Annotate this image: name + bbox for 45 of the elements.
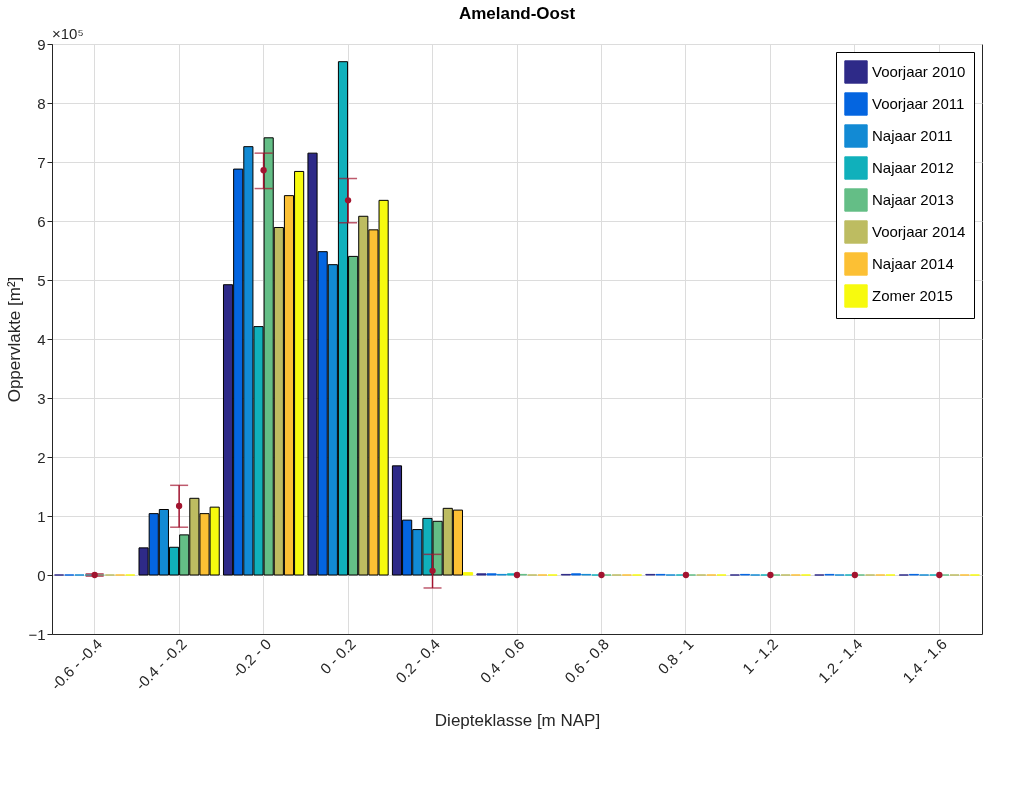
y-tick-label: 2 <box>37 448 46 466</box>
x-tick-label: 1.2 - 1.4 <box>814 635 866 687</box>
y-tick-label: 4 <box>37 330 46 348</box>
x-tick-label: 0.4 - 0.6 <box>476 635 528 687</box>
x-tick-label: -0.6 - -0.4 <box>47 635 106 694</box>
legend-label: Najaar 2012 <box>872 159 954 176</box>
y-tick-label: 5 <box>37 271 46 289</box>
point <box>598 571 605 579</box>
legend-label: Najaar 2013 <box>872 191 954 208</box>
chart-title: Ameland-Oost <box>458 4 576 23</box>
point <box>936 571 943 579</box>
x-tick-label: -0.2 - 0 <box>228 635 275 681</box>
x-axis-title: Diepteklasse [m NAP] <box>434 711 601 731</box>
y-tick-label: 7 <box>37 153 46 171</box>
legend-label: Najaar 2014 <box>872 255 954 272</box>
point <box>513 571 521 579</box>
y-tick-label: 1 <box>37 507 46 525</box>
y-tick-label: 0 <box>37 566 46 584</box>
x-tick-label: 1.4 - 1.6 <box>899 635 950 687</box>
point <box>682 571 690 579</box>
y-tick-label: −1 <box>28 625 46 643</box>
legend-label: Voorjaar 2011 <box>872 95 965 112</box>
y-tick-label: 9 <box>37 35 46 53</box>
y-tick-label: 3 <box>37 389 46 407</box>
x-tick-label: 0 - 0.2 <box>316 635 359 678</box>
x-tick-label: -0.4 - -0.2 <box>131 635 190 694</box>
y-axis-title: Oppervlakte [m²] <box>5 276 25 403</box>
legend-label: Voorjaar 2014 <box>872 223 966 240</box>
y-tick-label: 6 <box>37 212 46 230</box>
x-tick-label: 0.2 - 0.4 <box>392 635 444 687</box>
text: ×10⁵ <box>52 25 84 42</box>
point <box>429 567 436 575</box>
legend-label: Zomer 2015 <box>872 287 953 304</box>
point <box>767 571 774 579</box>
point <box>851 571 859 579</box>
x-tick-label: 1 - 1.2 <box>738 635 782 678</box>
point <box>260 167 267 174</box>
x-tick-label: 0.8 - 1 <box>654 635 697 678</box>
legend-label: Voorjaar 2010 <box>872 63 966 80</box>
bar <box>463 572 474 576</box>
point <box>175 502 183 510</box>
y-tick-label: 8 <box>37 94 46 112</box>
legend-label: Najaar 2011 <box>872 127 953 144</box>
point <box>344 197 352 204</box>
x-tick-label: 0.6 - 0.8 <box>561 635 613 687</box>
